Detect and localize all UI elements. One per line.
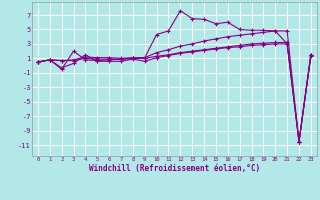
X-axis label: Windchill (Refroidissement éolien,°C): Windchill (Refroidissement éolien,°C) — [89, 164, 260, 172]
